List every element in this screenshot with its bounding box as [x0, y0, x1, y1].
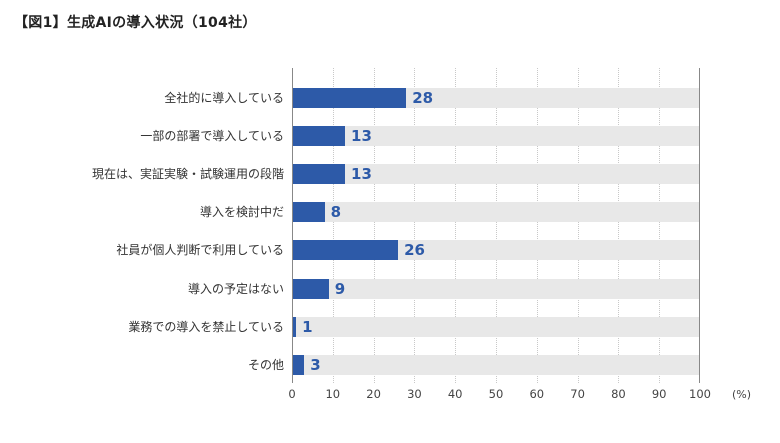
bar-row: 9: [292, 279, 700, 299]
bar: [292, 317, 297, 337]
bar: [292, 202, 325, 222]
bar: [292, 240, 399, 260]
x-tick-label: 40: [447, 387, 463, 401]
bar-value-label: 9: [334, 280, 346, 298]
bar: [292, 126, 346, 146]
x-tick-label: 100: [689, 387, 711, 401]
plot-area: 28 13 13 8 26 9 1 3: [292, 68, 700, 383]
bar: [292, 355, 305, 375]
gridline: [659, 68, 661, 383]
gridline: [618, 68, 620, 383]
bar-value-label: 26: [404, 241, 425, 259]
x-tick-label: 30: [407, 387, 422, 401]
category-label: 導入の予定はない: [187, 282, 284, 296]
bar-value-label: 13: [351, 127, 372, 145]
category-label: 導入を検討中だ: [199, 205, 284, 219]
category-label: 全社的に導入している: [164, 91, 284, 105]
bar-track: [292, 317, 700, 337]
x-max-line: [699, 68, 700, 383]
bar-row: 8: [292, 202, 700, 222]
x-tick-label: 0: [288, 387, 296, 401]
bar: [292, 164, 346, 184]
category-label: 社員が個人判断で利用している: [116, 243, 284, 257]
x-tick-label: 20: [366, 387, 381, 401]
x-tick-label: 80: [611, 387, 626, 401]
bar: [292, 88, 407, 108]
gridline: [332, 68, 334, 383]
bar-track: [292, 164, 700, 184]
gridline: [373, 68, 375, 383]
bar: [292, 279, 329, 299]
bar-row: 13: [292, 126, 700, 146]
chart-title: 【図1】生成AIの導入状況（104社）: [14, 15, 257, 31]
bar-track: [292, 126, 700, 146]
bar-value-label: 3: [310, 356, 321, 374]
gridline: [414, 68, 416, 383]
bar-value-label: 1: [302, 318, 313, 336]
bar-row: 3: [292, 355, 700, 375]
gridline: [577, 68, 579, 383]
x-axis-unit: (%): [732, 388, 752, 401]
x-tick-label: 50: [488, 387, 504, 401]
x-tick-label: 10: [325, 387, 341, 401]
bar-row: 26: [292, 240, 700, 260]
bar-track: [292, 355, 700, 375]
bar-track: [292, 202, 700, 222]
bar-value-label: 8: [330, 203, 342, 221]
gridline: [455, 68, 457, 383]
gridline: [536, 68, 538, 383]
bar-row: 1: [292, 317, 700, 337]
x-tick-label: 90: [651, 387, 667, 401]
y-axis-line: [292, 68, 293, 383]
category-label: 現在は、実証実験・試験運用の段階: [91, 167, 284, 181]
bar-value-label: 13: [351, 165, 372, 183]
bar-row: 28: [292, 88, 700, 108]
bar-value-label: 28: [412, 89, 434, 107]
bar-row: 13: [292, 164, 700, 184]
gridline: [496, 68, 497, 383]
x-tick-label: 60: [529, 387, 545, 401]
x-tick-label: 70: [570, 387, 585, 401]
category-label: その他: [247, 358, 284, 372]
category-label: 一部の部署で導入している: [140, 129, 284, 143]
bar-track: [292, 279, 700, 299]
category-label: 業務での導入を禁止している: [128, 320, 284, 334]
